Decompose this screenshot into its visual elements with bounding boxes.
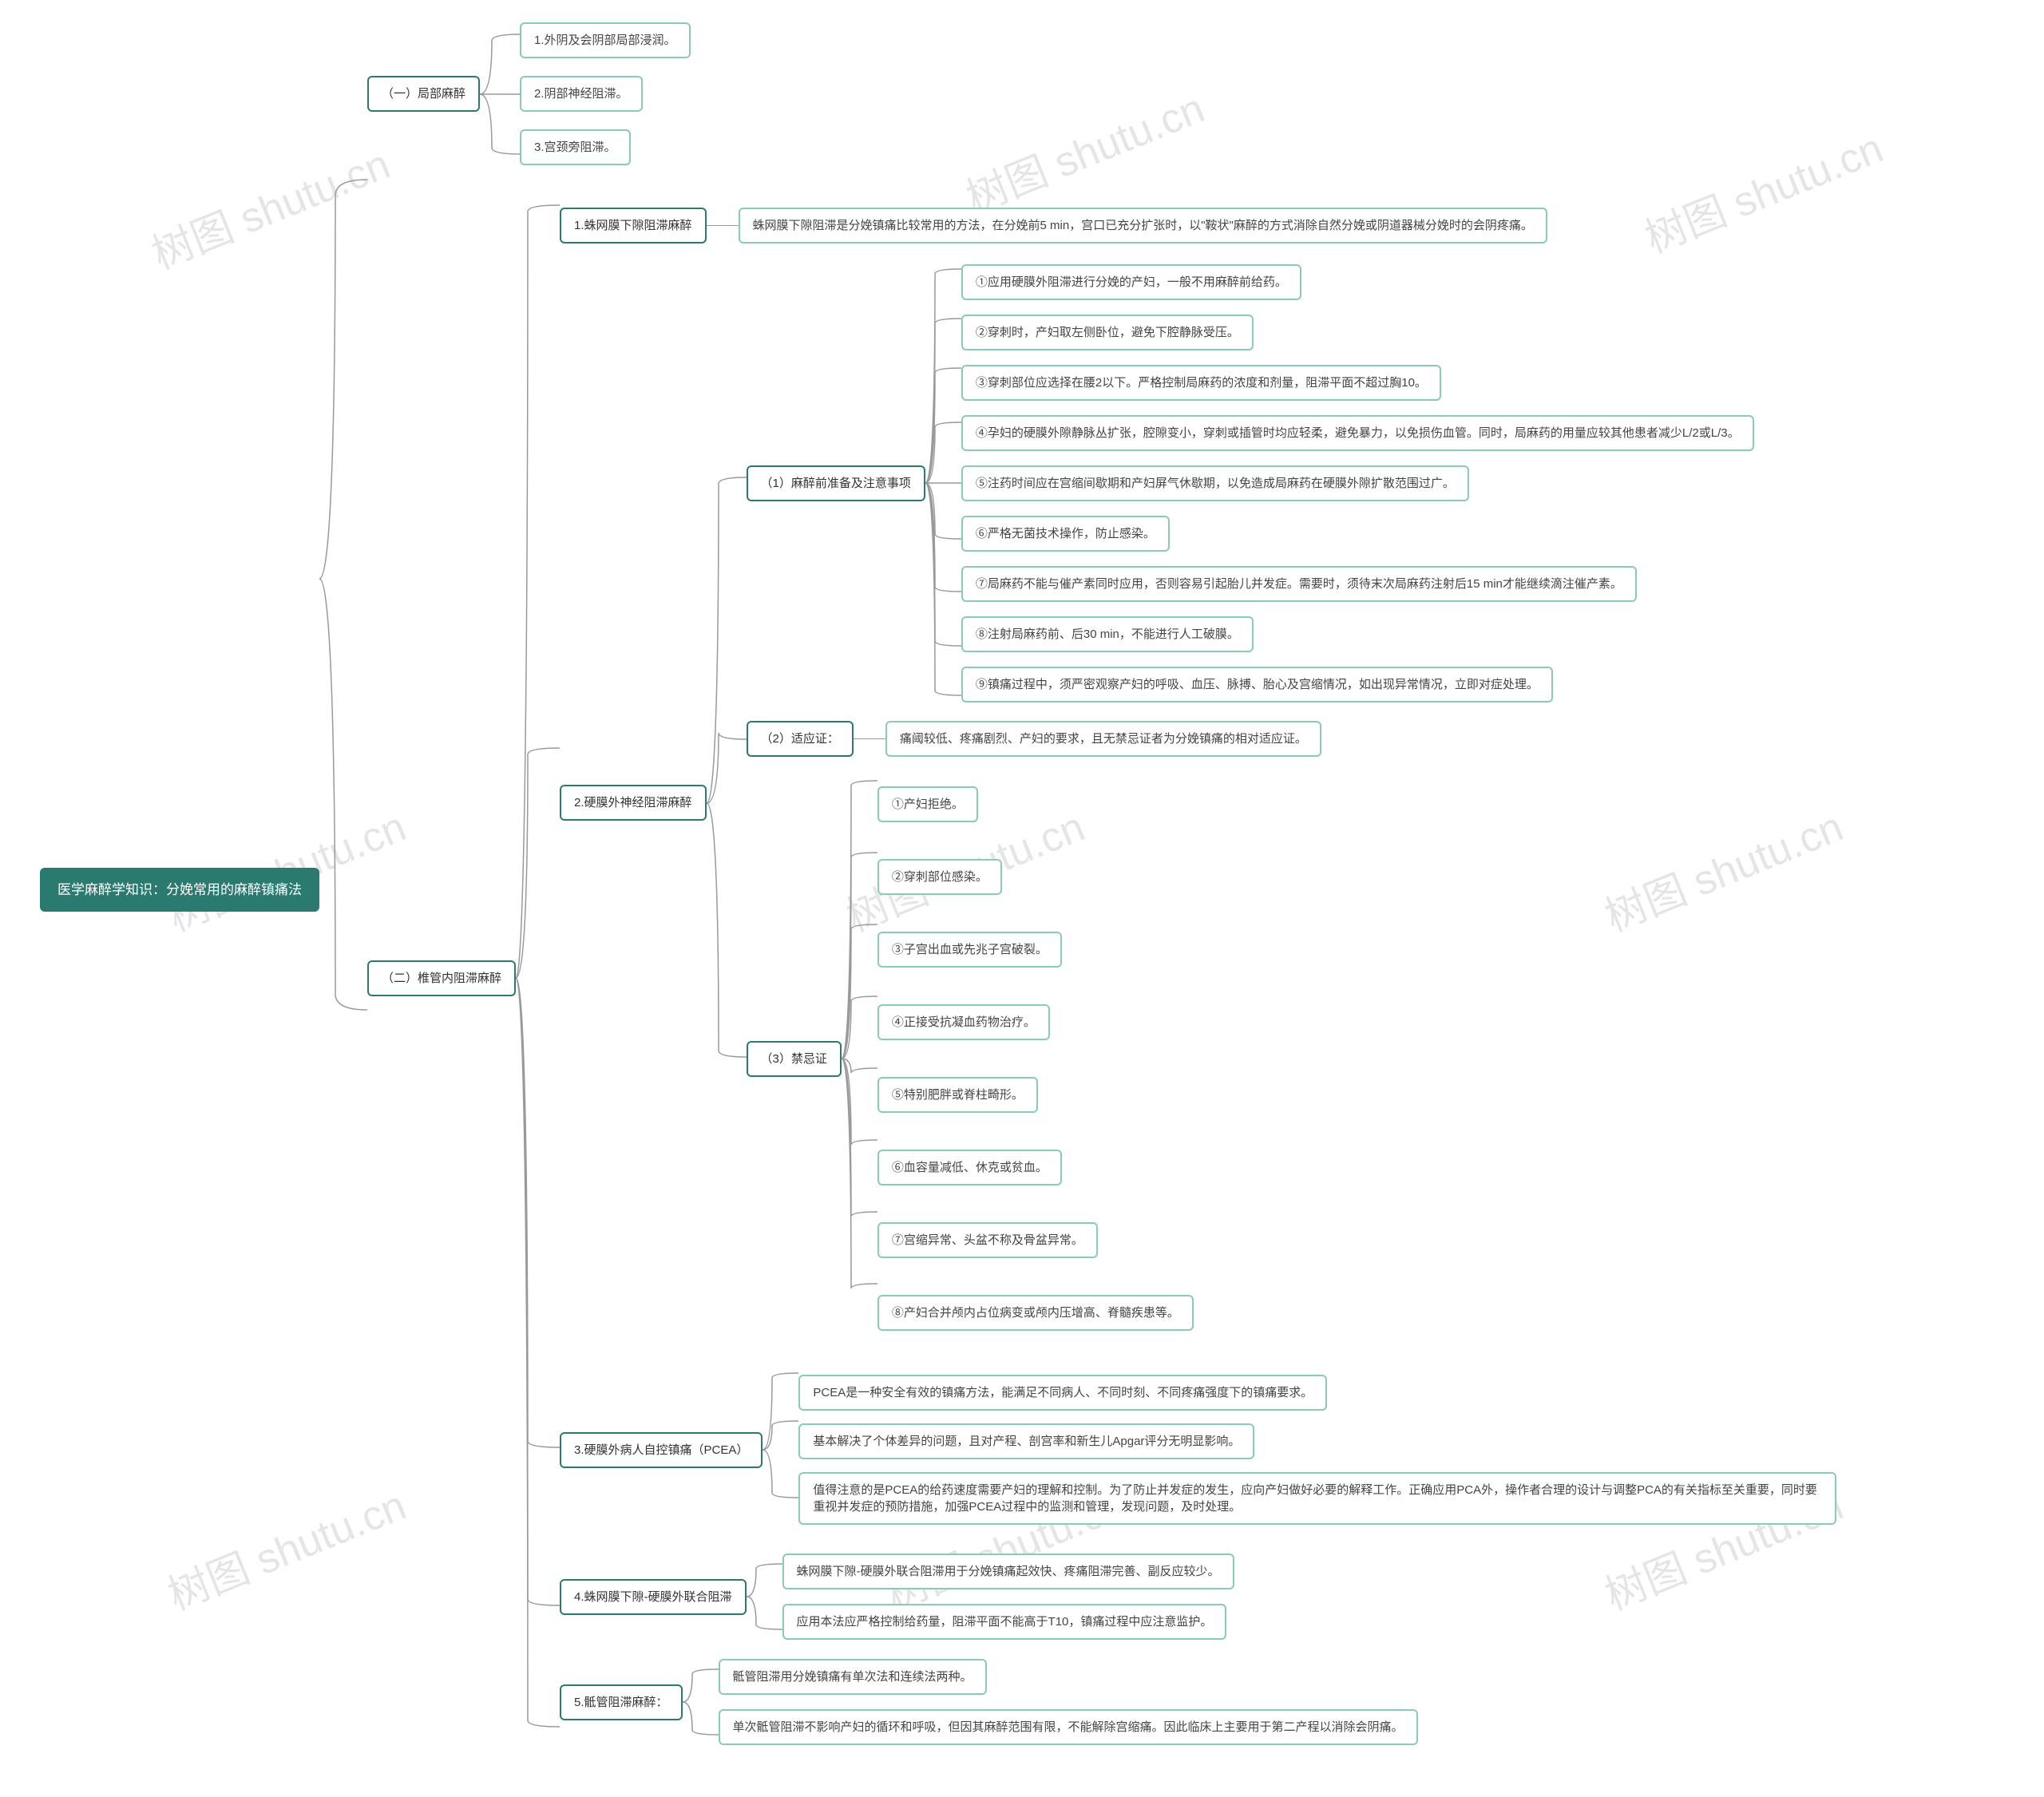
sub-2-2-2-row: （2）适应证： 痛阈较低、疼痛剧烈、产妇的要求，且无禁忌证者为分娩镇痛的相对适应… — [747, 721, 1754, 757]
sub-2-5-row: 5.骶管阻滞麻醉： 骶管阻滞用分娩镇痛有单次法和连续法两种。 单次骶管阻滞不影响… — [560, 1656, 1836, 1748]
item-2-4-1[interactable]: 蛛网膜下隙-硬膜外联合阻滞用于分娩镇痛起效快、疼痛阻滞完善、副反应较少。 — [782, 1554, 1234, 1589]
sub-2-5-node[interactable]: 5.骶管阻滞麻醉： — [560, 1684, 683, 1720]
section-1-children: 1.外阴及会阴部局部浸润。 2.阴部神经阻滞。 3.宫颈旁阻滞。 — [520, 19, 691, 168]
sub-2-3-row: 3.硬膜外病人自控镇痛（PCEA） PCEA是一种安全有效的镇痛方法，能满足不同… — [560, 1362, 1836, 1538]
sub-2-2-2-node[interactable]: （2）适应证： — [747, 721, 854, 757]
item-2-2-1-9[interactable]: ⑨镇痛过程中，须严密观察产妇的呼吸、血压、脉搏、胎心及宫缩情况，如出现异常情况，… — [961, 667, 1553, 703]
sub-2-2-children: （1）麻醉前准备及注意事项 — [747, 256, 1754, 1349]
sub-2-2-3-row: （3）禁忌证 — [747, 771, 1754, 1346]
item-2-5-1[interactable]: 骶管阻滞用分娩镇痛有单次法和连续法两种。 — [719, 1659, 987, 1695]
item-2-2-3-3[interactable]: ③子宫出血或先兆子宫破裂。 — [877, 932, 1062, 968]
sub-2-4-node[interactable]: 4.蛛网膜下隙-硬膜外联合阻滞 — [560, 1579, 747, 1615]
sub-2-3-node[interactable]: 3.硬膜外病人自控镇痛（PCEA） — [560, 1432, 763, 1468]
item-2-2-1-8[interactable]: ⑧注射局麻药前、后30 min，不能进行人工破膜。 — [961, 616, 1254, 652]
sub-2-2-3-node[interactable]: （3）禁忌证 — [747, 1041, 842, 1077]
item-2-5-2[interactable]: 单次骶管阻滞不影响产妇的循环和呼吸，但因其麻醉范围有限，不能解除宫缩痛。因此临床… — [719, 1709, 1418, 1745]
leaf-2-1-detail[interactable]: 蛛网膜下隙阻滞是分娩镇痛比较常用的方法，在分娩前5 min，宫口已充分扩张时，以… — [739, 208, 1547, 243]
item-2-2-1-2[interactable]: ②穿刺时，产妇取左侧卧位，避免下腔静脉受压。 — [961, 315, 1254, 350]
sub-2-2-row: 2.硬膜外神经阻滞麻醉 （1）麻醉前准备及注意事项 — [560, 256, 1836, 1349]
sub-2-1-node[interactable]: 1.蛛网膜下隙阻滞麻醉 — [560, 208, 707, 243]
item-2-2-1-1[interactable]: ①应用硬膜外阻滞进行分娩的产妇，一般不用麻醉前给药。 — [961, 264, 1301, 300]
mindmap-container: 医学麻醉学知识：分娩常用的麻醉镇痛法 （一）局部麻醉 1.外阴及会阴部局部浸润。… — [40, 16, 1836, 1763]
item-2-3-3[interactable]: 值得注意的是PCEA的给药速度需要产妇的理解和控制。为了防止并发症的发生，应向产… — [798, 1472, 1836, 1525]
leaf-1-2[interactable]: 2.阴部神经阻滞。 — [520, 76, 643, 112]
connector — [925, 259, 961, 707]
item-2-2-1-4[interactable]: ④孕妇的硬膜外隙静脉丛扩张，腔隙变小，穿刺或插管时均应轻柔，避免暴力，以免损伤血… — [961, 415, 1754, 451]
items-2-3: PCEA是一种安全有效的镇痛方法，能满足不同病人、不同时刻、不同疼痛强度下的镇痛… — [798, 1371, 1836, 1528]
item-2-2-1-6[interactable]: ⑥严格无菌技术操作，防止感染。 — [961, 516, 1170, 552]
leaf-2-2-2-detail[interactable]: 痛阈较低、疼痛剧烈、产妇的要求，且无禁忌证者为分娩镇痛的相对适应证。 — [885, 721, 1321, 757]
item-2-2-1-7[interactable]: ⑦局麻药不能与催产素同时应用，否则容易引起胎儿并发症。需要时，须待末次局麻药注射… — [961, 566, 1637, 602]
connector — [707, 268, 747, 1338]
section-2-node[interactable]: （二）椎管内阻滞麻醉 — [367, 960, 516, 996]
item-2-2-1-5[interactable]: ⑤注药时间应在宫缩间歇期和产妇屏气休歇期，以免造成局麻药在硬膜外隙扩散范围过广。 — [961, 465, 1469, 501]
item-2-2-1-3[interactable]: ③穿刺部位应选择在腰2以下。严格控制局麻药的浓度和剂量，阻滞平面不超过胸10。 — [961, 365, 1441, 401]
sub-2-2-node[interactable]: 2.硬膜外神经阻滞麻醉 — [560, 785, 707, 821]
connector — [763, 1362, 798, 1538]
item-2-2-3-7[interactable]: ⑦宫缩异常、头盆不称及骨盆异常。 — [877, 1222, 1098, 1258]
leaf-1-1[interactable]: 1.外阴及会阴部局部浸润。 — [520, 22, 691, 58]
sub-2-2-1-node[interactable]: （1）麻醉前准备及注意事项 — [747, 465, 925, 501]
connector — [480, 26, 520, 162]
sub-2-4-row: 4.蛛网膜下隙-硬膜外联合阻滞 蛛网膜下隙-硬膜外联合阻滞用于分娩镇痛起效快、疼… — [560, 1550, 1836, 1643]
connector — [854, 738, 885, 739]
connector — [842, 771, 877, 1346]
connector — [707, 225, 739, 226]
item-2-2-3-5[interactable]: ⑤特别肥胖或脊柱畸形。 — [877, 1077, 1038, 1113]
sub-2-1-row: 1.蛛网膜下隙阻滞麻醉 蛛网膜下隙阻滞是分娩镇痛比较常用的方法，在分娩前5 mi… — [560, 208, 1836, 243]
section-1-node[interactable]: （一）局部麻醉 — [367, 76, 480, 112]
items-2-2-1: ①应用硬膜外阻滞进行分娩的产妇，一般不用麻醉前给药。 ②穿刺时，产妇取左侧卧位，… — [961, 261, 1754, 706]
item-2-2-3-2[interactable]: ②穿刺部位感染。 — [877, 859, 1002, 895]
level1-children: （一）局部麻醉 1.外阴及会阴部局部浸润。 2.阴部神经阻滞。 3.宫颈旁阻滞。… — [367, 16, 1836, 1763]
item-2-4-2[interactable]: 应用本法应严格控制给药量，阻滞平面不能高于T10，镇痛过程中应注意监护。 — [782, 1604, 1227, 1640]
section-2-children: 1.蛛网膜下隙阻滞麻醉 蛛网膜下隙阻滞是分娩镇痛比较常用的方法，在分娩前5 mi… — [560, 204, 1836, 1751]
connector — [683, 1658, 719, 1746]
section-1-row: （一）局部麻醉 1.外阴及会阴部局部浸润。 2.阴部神经阻滞。 3.宫颈旁阻滞。 — [367, 19, 1836, 168]
section-2-row: （二）椎管内阻滞麻醉 1.蛛网膜下隙阻滞麻醉 蛛网膜下隙阻滞是分娩镇痛比较常用的… — [367, 196, 1836, 1760]
connector — [747, 1553, 782, 1641]
connector — [319, 132, 367, 1649]
leaf-1-3[interactable]: 3.宫颈旁阻滞。 — [520, 129, 631, 165]
item-2-2-3-8[interactable]: ⑧产妇合并颅内占位病变或颅内压增高、脊髓疾患等。 — [877, 1295, 1194, 1331]
item-2-3-1[interactable]: PCEA是一种安全有效的镇痛方法，能满足不同病人、不同时刻、不同疼痛强度下的镇痛… — [798, 1375, 1327, 1411]
root-node[interactable]: 医学麻醉学知识：分娩常用的麻醉镇痛法 — [40, 868, 319, 912]
items-2-5: 骶管阻滞用分娩镇痛有单次法和连续法两种。 单次骶管阻滞不影响产妇的循环和呼吸，但… — [719, 1656, 1418, 1748]
item-2-2-3-6[interactable]: ⑥血容量减低、休克或贫血。 — [877, 1150, 1062, 1185]
items-2-4: 蛛网膜下隙-硬膜外联合阻滞用于分娩镇痛起效快、疼痛阻滞完善、副反应较少。 应用本… — [782, 1550, 1234, 1643]
items-2-2-3: ①产妇拒绝。 ②穿刺部位感染。 ③子宫出血或先兆子宫破裂。 ④正接受抗凝血药物治… — [877, 783, 1194, 1334]
connector — [516, 196, 560, 1760]
item-2-2-3-4[interactable]: ④正接受抗凝血药物治疗。 — [877, 1004, 1050, 1040]
item-2-2-3-1[interactable]: ①产妇拒绝。 — [877, 786, 978, 822]
sub-2-2-1-row: （1）麻醉前准备及注意事项 — [747, 259, 1754, 707]
item-2-3-2[interactable]: 基本解决了个体差异的问题，且对产程、剖宫率和新生儿Apgar评分无明显影响。 — [798, 1423, 1254, 1459]
